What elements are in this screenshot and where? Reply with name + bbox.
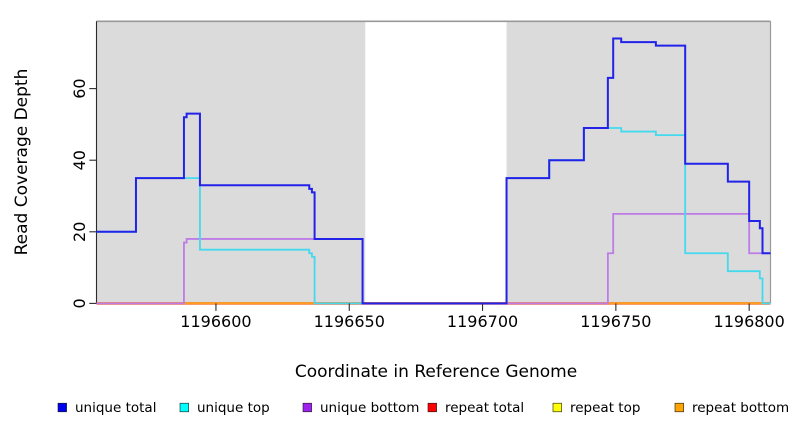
legend-swatch-unique-top [179,402,189,413]
y-axis-title: Read Coverage Depth [12,69,32,256]
shaded-region [506,21,771,304]
legend-label-unique-bottom: unique bottom [320,400,419,416]
shaded-regions [96,21,771,304]
y-tick-label: 0 [70,298,89,308]
legend-label-repeat-total: repeat total [445,400,524,416]
legend-label-unique-top: unique top [197,400,270,416]
y-tick-label: 20 [70,222,89,242]
plot-border [95,20,772,304]
legend-swatch-repeat-total [427,402,437,413]
legend-label-unique-total: unique total [75,400,156,416]
legend-label-repeat-bottom: repeat bottom [692,400,789,416]
y-tick-label: 60 [70,78,89,98]
legend: unique total unique top unique bottom repea… [57,400,789,416]
x-tick-label: 1196600 [180,312,251,331]
legend-label-repeat-top: repeat top [570,400,640,416]
series-line-unique-total [96,37,771,305]
x-axis-title: Coordinate in Reference Genome [295,362,577,382]
y-tick-label: 40 [70,150,89,170]
legend-swatch-unique-bottom [302,402,312,413]
x-tick-label: 1196650 [314,312,385,331]
x-tick-label: 1196700 [447,312,518,331]
x-tick-label: 1196800 [714,312,785,331]
legend-swatch-repeat-top [552,402,562,413]
legend-swatch-unique-total [57,402,67,413]
axes: 1196600 1196650 1196700 1196750 1196800 0 20 40… [70,78,785,331]
shaded-region [96,21,366,304]
x-tick-label: 1196750 [580,312,651,331]
legend-swatch-repeat-bottom [674,402,684,413]
series-lines [96,37,771,305]
